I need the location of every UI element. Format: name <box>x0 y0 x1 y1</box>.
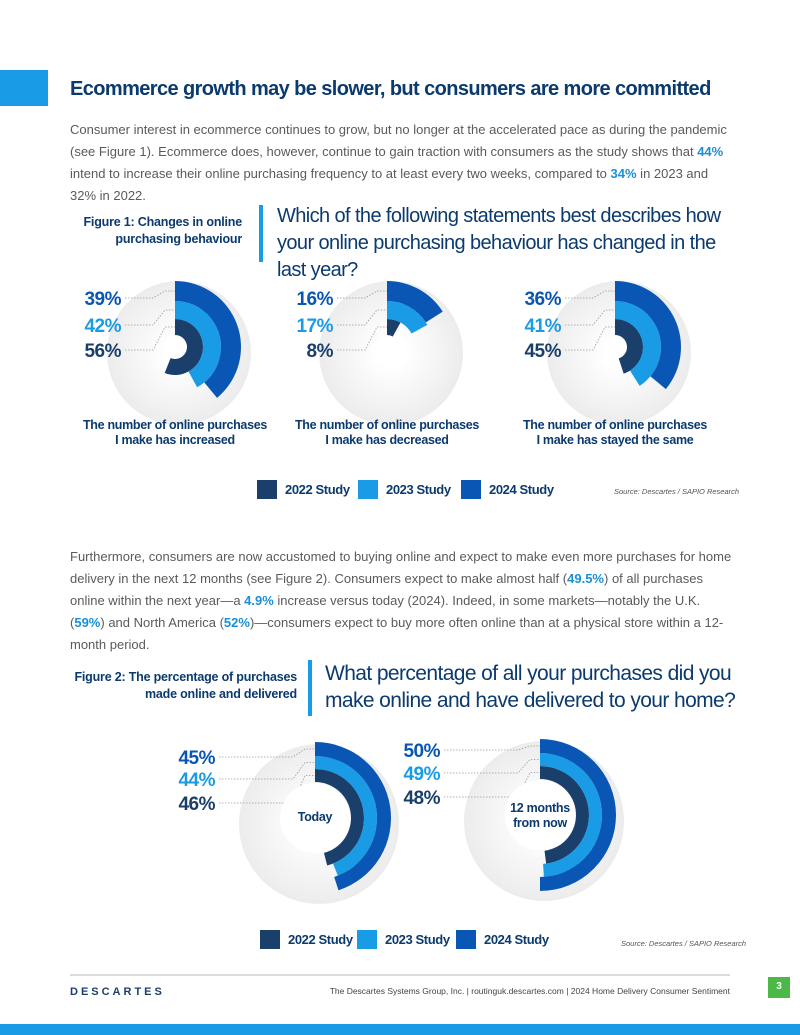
leader-line <box>337 309 387 326</box>
ring-bar <box>615 281 682 390</box>
value-label: 8% <box>307 341 334 362</box>
highlight: 59% <box>74 615 101 630</box>
ring-bar <box>387 301 428 334</box>
category-caption: The number of online purchases I make ha… <box>294 418 480 447</box>
text-run: in 2023 and 32% in 2022. <box>70 166 709 203</box>
ring-bar <box>175 301 222 388</box>
source-note: Source: Descartes / SAPIO Research <box>621 939 747 948</box>
heading: Ecommerce growth may be slower, but cons… <box>70 78 711 100</box>
highlight: 44% <box>697 144 724 159</box>
footer-text: The Descartes Systems Group, Inc. | rout… <box>329 986 730 996</box>
legend-swatch <box>358 480 378 499</box>
category-label: Today <box>297 810 333 824</box>
ring-bar <box>615 319 644 374</box>
highlight: 52% <box>223 615 250 630</box>
category-caption: The number of online purchases I make ha… <box>522 418 708 447</box>
paragraph: Furthermore, consumers are now accustome… <box>70 546 735 656</box>
value-label: 50% <box>403 741 440 762</box>
value-label: 48% <box>403 788 440 809</box>
figure-question: What percentage of all your purchases di… <box>325 662 736 712</box>
text-run: increase versus today (2024). Indeed, in… <box>70 593 701 630</box>
legend-label: 2022 Study <box>288 932 353 947</box>
question-bar <box>308 660 312 716</box>
accent-block <box>0 70 48 106</box>
text-run: )—consumers expect to buy more often onl… <box>70 615 724 652</box>
paragraph: Consumer interest in ecommerce continues… <box>70 119 735 207</box>
value-label: 49% <box>403 764 440 785</box>
ring-bar <box>315 742 392 891</box>
ring-bar <box>615 301 661 386</box>
value-label: 45% <box>178 748 215 769</box>
leader-line <box>219 775 315 804</box>
value-label: 56% <box>84 341 121 362</box>
value-label: 42% <box>84 316 121 337</box>
legend-swatch <box>461 480 481 499</box>
value-label: 45% <box>524 341 561 362</box>
highlight: 49.5% <box>567 571 604 586</box>
source-note: Source: Descartes / SAPIO Research <box>614 487 740 496</box>
highlight: 34% <box>610 166 637 181</box>
legend-label: 2023 Study <box>386 482 451 497</box>
ring-bar <box>315 769 364 866</box>
figure-question: Which of the following statements best d… <box>277 205 721 281</box>
question-bar <box>259 205 263 262</box>
value-label: 41% <box>524 316 561 337</box>
legend-label: 2024 Study <box>489 482 554 497</box>
text-run: intend to increase their online purchasi… <box>70 166 611 181</box>
ring-bar <box>387 319 401 337</box>
legend-label: 2022 Study <box>285 482 350 497</box>
leader-line <box>565 309 615 326</box>
figure-label: Figure 1: Changes in online purchasing b… <box>83 215 242 246</box>
leader-line <box>219 762 315 780</box>
highlight: 4.9% <box>244 593 274 608</box>
value-label: 44% <box>178 770 215 791</box>
ring-bar <box>175 281 242 398</box>
legend-label: 2023 Study <box>385 932 450 947</box>
legend-swatch <box>456 930 476 949</box>
value-label: 16% <box>296 289 333 310</box>
ring-bar <box>540 753 603 877</box>
value-label: 39% <box>84 289 121 310</box>
logo: DESCARTES <box>70 986 165 998</box>
ring-center <box>505 780 575 850</box>
legend-swatch <box>257 480 277 499</box>
text-run: ) of all purchases online within the nex… <box>70 571 703 608</box>
figure-label: Figure 2: The percentage of purchases ma… <box>74 670 297 701</box>
ring-bar <box>387 281 443 323</box>
leader-line <box>219 748 315 758</box>
legend-swatch <box>357 930 377 949</box>
bottom-band <box>0 1024 800 1035</box>
ring-center <box>280 783 350 853</box>
page-number: 3 <box>776 981 782 992</box>
leader-line <box>444 759 540 774</box>
legend-swatch <box>260 930 280 949</box>
value-label: 17% <box>296 316 333 337</box>
ring-bar <box>315 756 377 876</box>
leader-line <box>444 745 540 751</box>
page-badge <box>768 977 790 998</box>
text-run: Consumer interest in ecommerce continues… <box>70 122 727 159</box>
category-caption: The number of online purchases I make ha… <box>82 418 268 447</box>
ring-bar <box>164 319 203 375</box>
ring-bar <box>540 739 616 891</box>
text-run: Furthermore, consumers are now accustome… <box>70 549 732 586</box>
ring-bar <box>540 766 590 864</box>
text-run: ) and North America ( <box>100 615 224 630</box>
category-label: 12 months from now <box>510 801 570 830</box>
value-label: 46% <box>178 794 215 815</box>
value-label: 36% <box>524 289 561 310</box>
legend-label: 2024 Study <box>484 932 549 947</box>
leader-line <box>125 309 175 326</box>
